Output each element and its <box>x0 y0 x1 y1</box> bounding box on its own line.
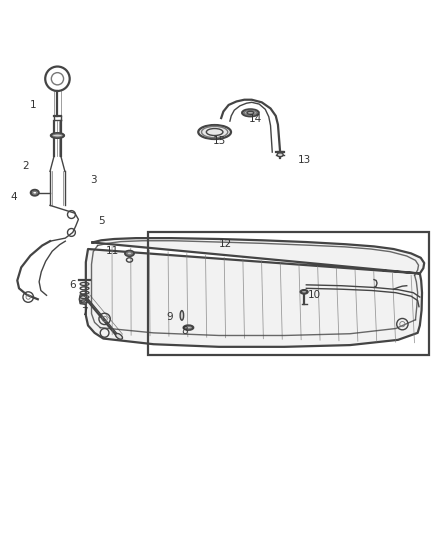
Polygon shape <box>79 294 86 304</box>
Text: 15: 15 <box>212 136 226 146</box>
Text: 6: 6 <box>69 280 76 290</box>
Text: 9: 9 <box>167 312 173 322</box>
Ellipse shape <box>125 251 134 256</box>
Polygon shape <box>86 238 424 347</box>
Text: 7: 7 <box>81 308 88 317</box>
Text: 10: 10 <box>307 290 321 300</box>
Text: 11: 11 <box>106 246 119 256</box>
Text: 1: 1 <box>30 100 36 110</box>
Ellipse shape <box>180 311 184 320</box>
Ellipse shape <box>247 111 254 115</box>
Ellipse shape <box>51 133 64 138</box>
Ellipse shape <box>277 153 283 157</box>
Text: 5: 5 <box>98 216 104 225</box>
Text: 2: 2 <box>23 161 29 171</box>
Text: 4: 4 <box>11 192 17 201</box>
Ellipse shape <box>242 109 259 116</box>
Text: 3: 3 <box>90 175 96 185</box>
Text: 14: 14 <box>249 114 262 124</box>
Bar <box>148 232 428 354</box>
Ellipse shape <box>184 326 193 330</box>
Ellipse shape <box>198 125 231 139</box>
Text: 12: 12 <box>219 239 232 249</box>
Ellipse shape <box>300 290 307 294</box>
Text: 13: 13 <box>297 155 311 165</box>
Ellipse shape <box>116 334 123 339</box>
Text: 8: 8 <box>181 326 187 336</box>
